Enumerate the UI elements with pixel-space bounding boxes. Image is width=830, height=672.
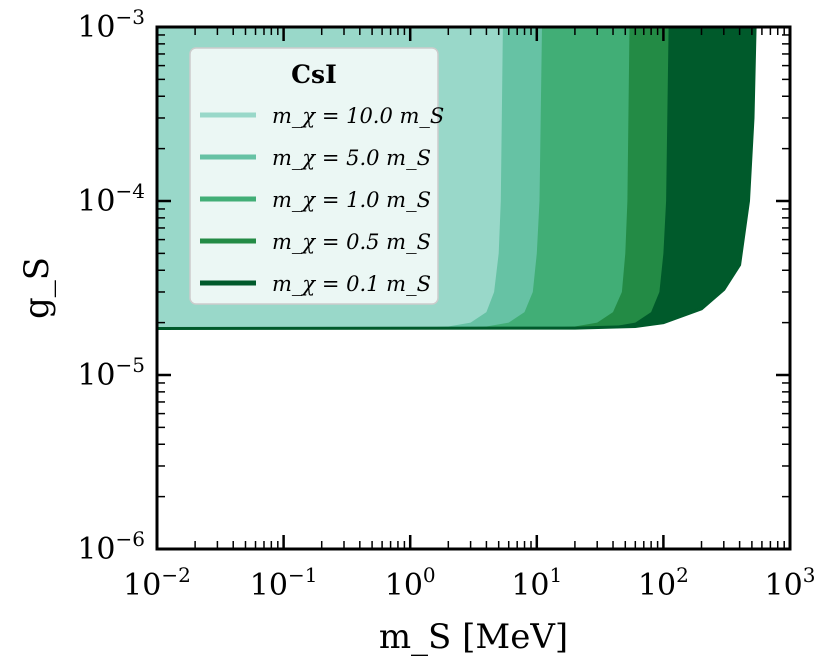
x-tick-label: 10−2 (123, 563, 191, 603)
legend: CsI m_χ = 10.0 m_S m_χ = 5.0 m_S m_χ = 1.0 … (189, 47, 444, 305)
x-tick-label: 100 (385, 563, 436, 603)
region-boundary-line (156, 26, 757, 330)
y-tick-labels: 10−6 10−5 10−4 10−3 (77, 5, 145, 567)
legend-entry: m_χ = 5.0 m_S (272, 146, 431, 170)
y-tick-label: 10−3 (77, 5, 145, 45)
legend-entry: m_χ = 1.0 m_S (272, 188, 431, 212)
x-axis-label: m_S [MeV] (379, 617, 568, 657)
x-tick-label: 102 (638, 563, 689, 603)
legend-title: CsI (291, 60, 337, 89)
y-tick-label: 10−4 (77, 179, 145, 219)
x-tick-labels: 10−2 10−1 100 101 102 103 (123, 563, 815, 603)
plot-frame (155, 25, 792, 551)
x-tick-label: 10−1 (250, 563, 318, 603)
x-tick-label: 101 (511, 563, 562, 603)
legend-entry: m_χ = 0.1 m_S (272, 272, 431, 296)
legend-entry: m_χ = 10.0 m_S (272, 104, 444, 128)
y-axis-label: g_S (17, 257, 57, 319)
y-tick-label: 10−5 (77, 353, 145, 393)
x-tick-label: 103 (765, 563, 816, 603)
y-tick-label: 10−6 (77, 527, 145, 567)
legend-entry: m_χ = 0.5 m_S (272, 230, 431, 254)
